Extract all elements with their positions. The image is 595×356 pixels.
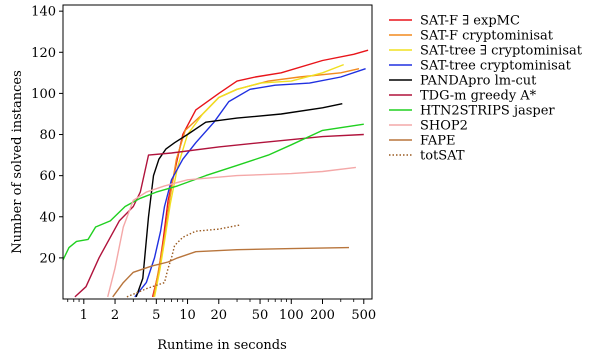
legend-label-7: SHOP2 [420,119,468,134]
x-tick-label: 5 [152,308,160,323]
series-line-2 [153,63,344,298]
x-tick-label: 1 [80,308,88,323]
plot-frame [62,4,373,300]
x-tick-label: 2 [111,308,119,323]
y-tick-label: 60 [39,169,56,184]
x-tick-label: 500 [351,308,376,323]
y-axis-label: Number of solved instances [10,70,25,254]
x-tick-label: 20 [211,308,228,323]
legend-label-6: HTN2STRIPS jasper [420,104,555,119]
series-line-9 [126,224,241,298]
series-line-6 [62,123,364,261]
series-line-7 [107,166,356,298]
x-axis-label: Runtime in seconds [157,338,287,353]
y-tick-label: 20 [39,251,56,266]
legend-label-8: FAPE [420,134,456,149]
legend-label-0: SAT-F ∃ expMC [420,14,520,29]
legend-label-9: totSAT [420,149,465,164]
legend-label-4: PANDApro lm-cut [420,74,537,89]
series-line-3 [134,68,366,298]
y-tick-label: 80 [39,128,56,143]
x-tick-label: 200 [310,308,335,323]
legend-label-1: SAT-F cryptominisat [420,29,554,44]
x-tick-label: 100 [279,308,304,323]
y-tick-label: 100 [31,87,56,102]
legend-label-5: TDG-m greedy A* [420,89,537,104]
x-tick-label: 50 [252,308,269,323]
legend-label-2: SAT-tree ∃ cryptominisat [420,44,583,59]
y-tick-label: 140 [31,5,56,20]
y-tick-label: 40 [39,210,56,225]
plot-area [62,49,369,298]
series-line-5 [74,133,364,298]
y-tick-label: 120 [31,46,56,61]
series-line-4 [135,103,343,298]
series-line-0 [151,49,369,298]
axes: 1 2 5 10 20 50 100 200 500 20 40 60 80 100 120 140 [31,4,376,323]
x-tick-label: 10 [179,308,196,323]
legend-label-3: SAT-tree cryptominisat [420,59,572,74]
series-line-8 [112,246,350,298]
